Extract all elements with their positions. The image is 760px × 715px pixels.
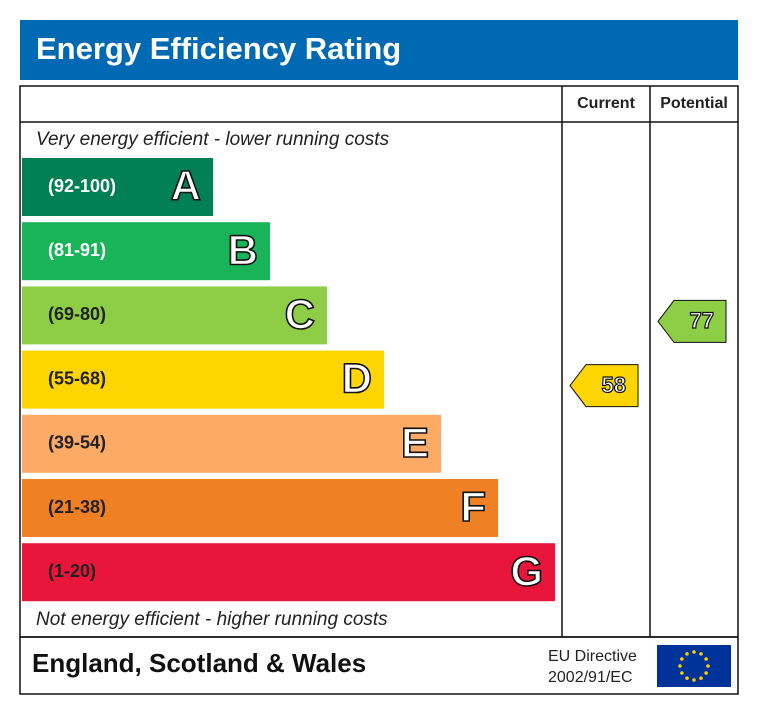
- column-header: Potential: [660, 95, 728, 112]
- footer-frame: [19, 636, 739, 695]
- band: [22, 222, 270, 281]
- band-range: (39-54): [48, 433, 106, 453]
- eu-star: [685, 676, 689, 680]
- eu-star: [678, 664, 682, 668]
- band: [22, 543, 555, 602]
- eu-star: [685, 652, 689, 656]
- eu-star: [699, 652, 703, 656]
- eu-star: [704, 657, 708, 661]
- band-letter: F: [460, 483, 486, 530]
- directive: 2002/91/EC: [548, 669, 633, 686]
- title: Energy Efficiency Rating: [36, 31, 401, 66]
- band-letter: B: [228, 226, 258, 273]
- band-range: (69-80): [48, 304, 106, 324]
- rating-arrow: [569, 364, 639, 408]
- band-letter: E: [401, 419, 429, 466]
- band-range: (21-38): [48, 497, 106, 517]
- eu-star: [680, 657, 684, 661]
- band-range: (55-68): [48, 368, 106, 388]
- eu-star: [692, 678, 696, 682]
- eu-star: [680, 671, 684, 675]
- band: [22, 350, 384, 409]
- bottom-note: Not energy efficient - higher running co…: [36, 609, 388, 630]
- band-letter: A: [171, 162, 201, 209]
- eu-star: [692, 650, 696, 654]
- band: [22, 286, 327, 345]
- eu-star: [699, 676, 703, 680]
- band: [22, 414, 441, 473]
- top-note: Very energy efficient - lower running co…: [36, 129, 390, 150]
- rating-value: 77: [690, 308, 714, 333]
- rating-value: 58: [602, 372, 626, 397]
- eu-star: [706, 664, 710, 668]
- title-bar: [20, 20, 738, 80]
- band-letter: G: [510, 547, 543, 594]
- band: [22, 479, 498, 537]
- band-range: (92-100): [48, 176, 116, 196]
- rating-arrow: [657, 299, 727, 343]
- band-range: (81-91): [48, 240, 106, 260]
- band-letter: C: [285, 290, 315, 337]
- band-letter: D: [342, 355, 372, 402]
- column-header: Current: [577, 95, 635, 112]
- band-range: (1-20): [48, 561, 96, 581]
- region: England, Scotland & Wales: [32, 648, 366, 678]
- eu-stars: [678, 650, 710, 682]
- directive: EU Directive: [548, 648, 637, 665]
- eu-star: [704, 671, 708, 675]
- band: [22, 158, 213, 216]
